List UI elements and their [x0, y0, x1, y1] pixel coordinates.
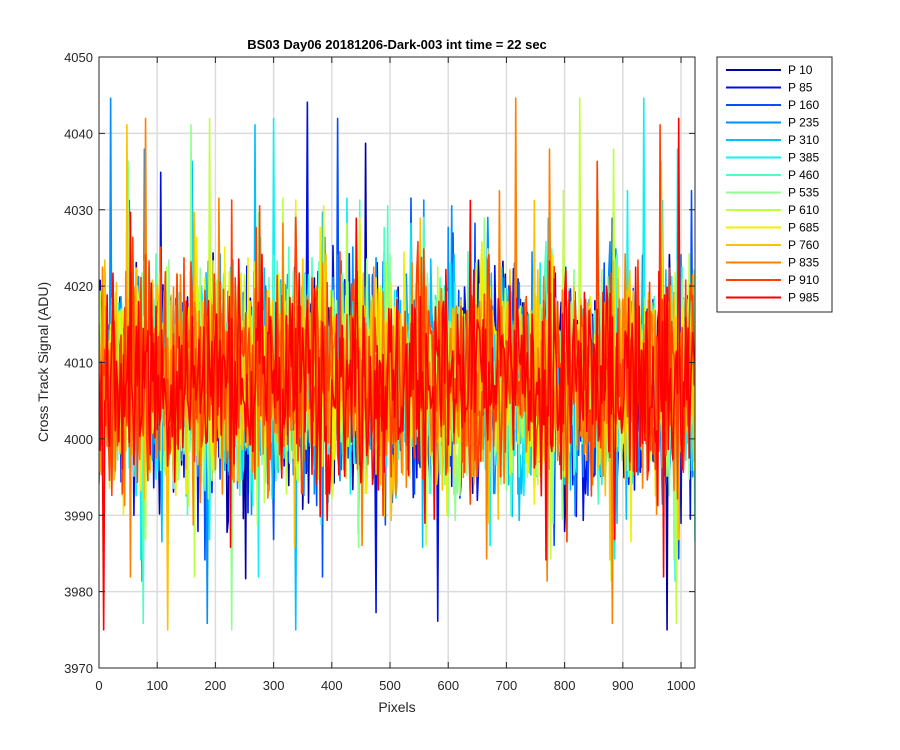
x-tick-label: 200	[205, 678, 227, 693]
legend-label: P 685	[788, 221, 819, 235]
legend-label: P 985	[788, 291, 819, 305]
legend-label: P 910	[788, 273, 819, 287]
y-tick-label: 4030	[64, 203, 93, 218]
series-lines	[99, 97, 695, 631]
y-tick-label: 4050	[64, 50, 93, 65]
x-tick-label: 700	[496, 678, 518, 693]
legend-label: P 610	[788, 203, 819, 217]
legend-box	[716, 56, 833, 313]
legend-label: P 160	[788, 98, 819, 112]
x-tick-label: 400	[321, 678, 343, 693]
legend-label: P 535	[788, 186, 819, 200]
legend-label: P 460	[788, 168, 819, 182]
x-tick-label: 300	[263, 678, 285, 693]
legend: P 10 P 85 P 160 P 235 P 310 P 385 P 460 P 535 P …	[716, 56, 833, 313]
y-tick-label: 4020	[64, 279, 93, 294]
legend-label: P 760	[788, 238, 819, 252]
y-tick-label: 4010	[64, 356, 93, 371]
axis-ticks	[98, 56, 695, 669]
legend-label: P 385	[788, 151, 819, 165]
x-tick-label: 1000	[667, 678, 696, 693]
x-tick-label: 600	[437, 678, 459, 693]
series-line-p985	[99, 117, 695, 631]
x-tick-label: 100	[146, 678, 168, 693]
chart-title: BS03 Day06 20181206-Dark-003 int time = …	[247, 37, 547, 52]
y-tick-label: 3990	[64, 508, 93, 523]
legend-label: P 10	[788, 63, 813, 77]
y-tick-label: 4040	[64, 126, 93, 141]
x-tick-label: 900	[612, 678, 634, 693]
y-tick-label: 4000	[64, 432, 93, 447]
legend-label: P 85	[788, 81, 813, 95]
x-tick-label: 500	[379, 678, 401, 693]
legend-label: P 835	[788, 256, 819, 270]
y-axis-label: Cross Track Signal (ADU)	[35, 282, 51, 442]
tick-labels: 0 100 200 300 400 500 600 700 800 900 1000 3970 3980…	[64, 50, 695, 693]
legend-label: P 310	[788, 133, 819, 147]
x-tick-label: 800	[554, 678, 576, 693]
y-tick-label: 3970	[64, 661, 93, 676]
x-axis-label: Pixels	[378, 699, 415, 715]
legend-label: P 235	[788, 116, 819, 130]
y-tick-label: 3980	[64, 585, 93, 600]
x-tick-label: 0	[95, 678, 102, 693]
